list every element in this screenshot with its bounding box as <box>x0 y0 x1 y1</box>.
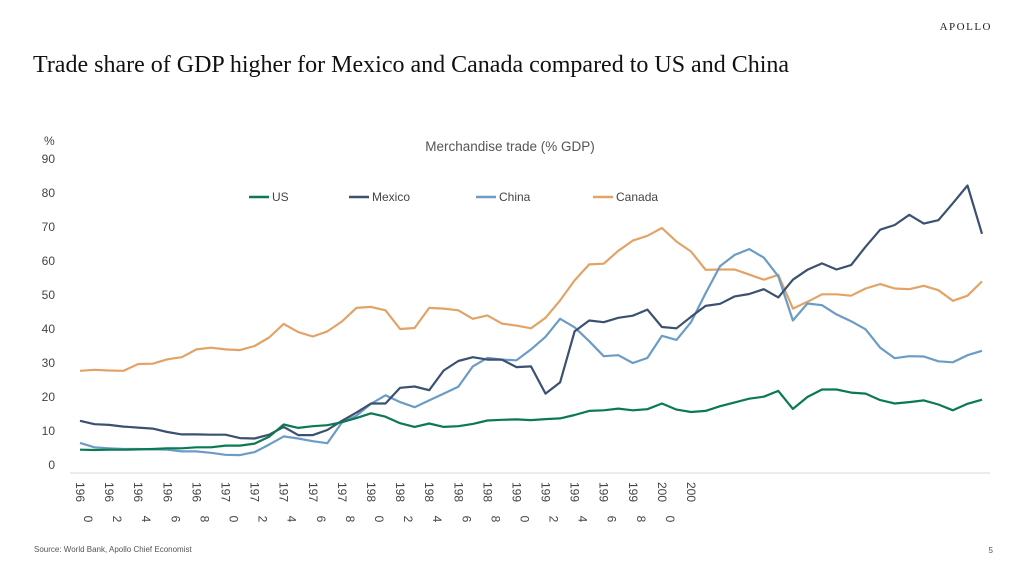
x-tick-text: 2 <box>547 516 561 523</box>
y-tick-label: 90 <box>42 152 56 166</box>
x-tick-text: 6 <box>459 516 473 523</box>
x-tick-text: 2 <box>110 516 124 523</box>
x-tick-text: 199 <box>568 482 582 502</box>
x-tick-text: 200 <box>655 482 669 502</box>
x-tick-text: 0 <box>226 516 240 523</box>
page-title: Trade share of GDP higher for Mexico and… <box>33 52 790 78</box>
chart-title: Merchandise trade (% GDP) <box>425 139 595 154</box>
x-tick-text: 196 <box>160 482 174 502</box>
x-tick-text: 197 <box>335 482 349 502</box>
legend-label-mexico: Mexico <box>372 190 410 204</box>
y-tick-label: 50 <box>42 288 56 302</box>
y-tick-label: 30 <box>42 356 56 370</box>
x-tick-text: 4 <box>430 516 444 523</box>
y-tick-label: 70 <box>42 220 56 234</box>
x-tick-text: 8 <box>197 516 211 523</box>
x-tick-text: 199 <box>539 482 553 502</box>
x-axis: 1960196219641966196819701972197419761978… <box>73 482 698 523</box>
x-tick-text: 196 <box>73 482 87 502</box>
x-tick-text: 2 <box>401 516 415 523</box>
x-tick-text: 4 <box>285 516 299 523</box>
y-tick-label: 10 <box>42 424 56 438</box>
x-tick-text: 6 <box>168 516 182 523</box>
legend-label-canada: Canada <box>616 190 658 204</box>
x-tick-text: 197 <box>248 482 262 502</box>
x-tick-text: 198 <box>393 482 407 502</box>
series-line-mexico <box>79 184 984 440</box>
chart-series <box>79 184 984 457</box>
y-axis: 0 10 20 30 40 50 60 70 80 90 <box>42 152 56 472</box>
x-tick-text: 0 <box>81 516 95 523</box>
source-note: Source: World Bank, Apollo Chief Economi… <box>34 545 192 554</box>
x-tick-text: 2 <box>256 516 270 523</box>
x-tick-text: 198 <box>451 482 465 502</box>
y-tick-label: 0 <box>48 458 55 472</box>
y-tick-label: 60 <box>42 254 56 268</box>
x-tick-text: 8 <box>343 516 357 523</box>
x-tick-text: 197 <box>218 482 232 502</box>
apollo-logo: APOLLO <box>939 21 992 33</box>
x-tick-text: 0 <box>372 516 386 523</box>
y-tick-label: 20 <box>42 390 56 404</box>
x-tick-text: 197 <box>306 482 320 502</box>
y-tick-label: 40 <box>42 322 56 336</box>
legend-label-china: China <box>499 190 531 204</box>
x-tick-text: 198 <box>422 482 436 502</box>
x-tick-text: 6 <box>314 516 328 523</box>
x-tick-text: 196 <box>102 482 116 502</box>
x-tick-text: 199 <box>509 482 523 502</box>
x-tick-text: 200 <box>684 482 698 502</box>
x-tick-text: 196 <box>131 482 145 502</box>
x-tick-text: 6 <box>605 516 619 523</box>
x-tick-text: 4 <box>576 516 590 523</box>
x-tick-text: 0 <box>663 516 677 523</box>
y-axis-unit: % <box>44 134 55 148</box>
x-tick-text: 199 <box>626 482 640 502</box>
y-tick-label: 80 <box>42 186 56 200</box>
x-tick-label: 200 <box>684 482 698 502</box>
x-tick-text: 198 <box>480 482 494 502</box>
x-tick-text: 197 <box>277 482 291 502</box>
page-number: 5 <box>988 546 993 555</box>
x-tick-text: 4 <box>139 516 153 523</box>
x-tick-text: 0 <box>517 516 531 523</box>
legend-label-us: US <box>272 190 289 204</box>
x-tick-text: 196 <box>189 482 203 502</box>
chart-legend: US Mexico China Canada <box>249 190 658 204</box>
x-tick-text: 198 <box>364 482 378 502</box>
series-line-us <box>79 388 983 452</box>
x-tick-text: 8 <box>488 516 502 523</box>
x-tick-text: 8 <box>634 516 648 523</box>
x-tick-text: 199 <box>597 482 611 502</box>
series-line-china <box>79 248 983 457</box>
series-line-canada <box>79 226 983 372</box>
